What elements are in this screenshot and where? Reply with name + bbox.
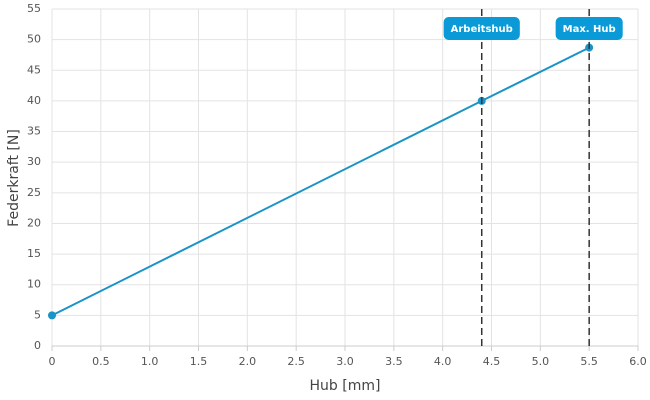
x-tick-label: 6.0	[629, 355, 647, 368]
x-tick-label: 1.5	[190, 355, 208, 368]
badge-box	[443, 17, 520, 40]
marker-badge: Arbeitshub	[443, 17, 520, 40]
x-tick-label: 0	[49, 355, 56, 368]
x-tick-label: 0.5	[92, 355, 110, 368]
x-tick-label: 5.0	[532, 355, 550, 368]
marker-label: Arbeitshub	[451, 24, 513, 35]
y-tick-label: 25	[27, 186, 41, 199]
y-tick-label: 45	[27, 63, 41, 76]
y-tick-label: 0	[34, 339, 41, 352]
line	[51, 46, 590, 317]
y-tick-label: 50	[27, 33, 41, 46]
marker-badge: Max. Hub	[555, 17, 623, 40]
x-tick-label: 2.5	[287, 355, 305, 368]
y-axis-label: Federkraft [N]	[6, 129, 22, 227]
x-tick-label: 4.0	[434, 355, 452, 368]
y-tick-label: 35	[27, 125, 41, 138]
x-axis-label: Hub [mm]	[310, 378, 381, 394]
x-tick-label: 5.5	[580, 355, 598, 368]
y-tick-label: 20	[27, 216, 41, 229]
y-tick-label: 30	[27, 155, 41, 168]
x-tick-label: 3.0	[336, 355, 354, 368]
badge-box	[555, 17, 623, 40]
marker-label: Max. Hub	[563, 24, 616, 35]
x-tick-label: 2.0	[239, 355, 257, 368]
y-tick-label: 10	[27, 278, 41, 291]
x-tick-label: 1.0	[141, 355, 159, 368]
point	[48, 311, 56, 320]
x-tick-label: 3.5	[385, 355, 403, 368]
x-tick-label: 4.5	[483, 355, 501, 368]
y-tick-label: 5	[34, 308, 41, 321]
y-tick-label: 55	[27, 2, 41, 15]
y-tick-label: 15	[27, 247, 41, 260]
y-tick-label: 40	[27, 94, 41, 107]
